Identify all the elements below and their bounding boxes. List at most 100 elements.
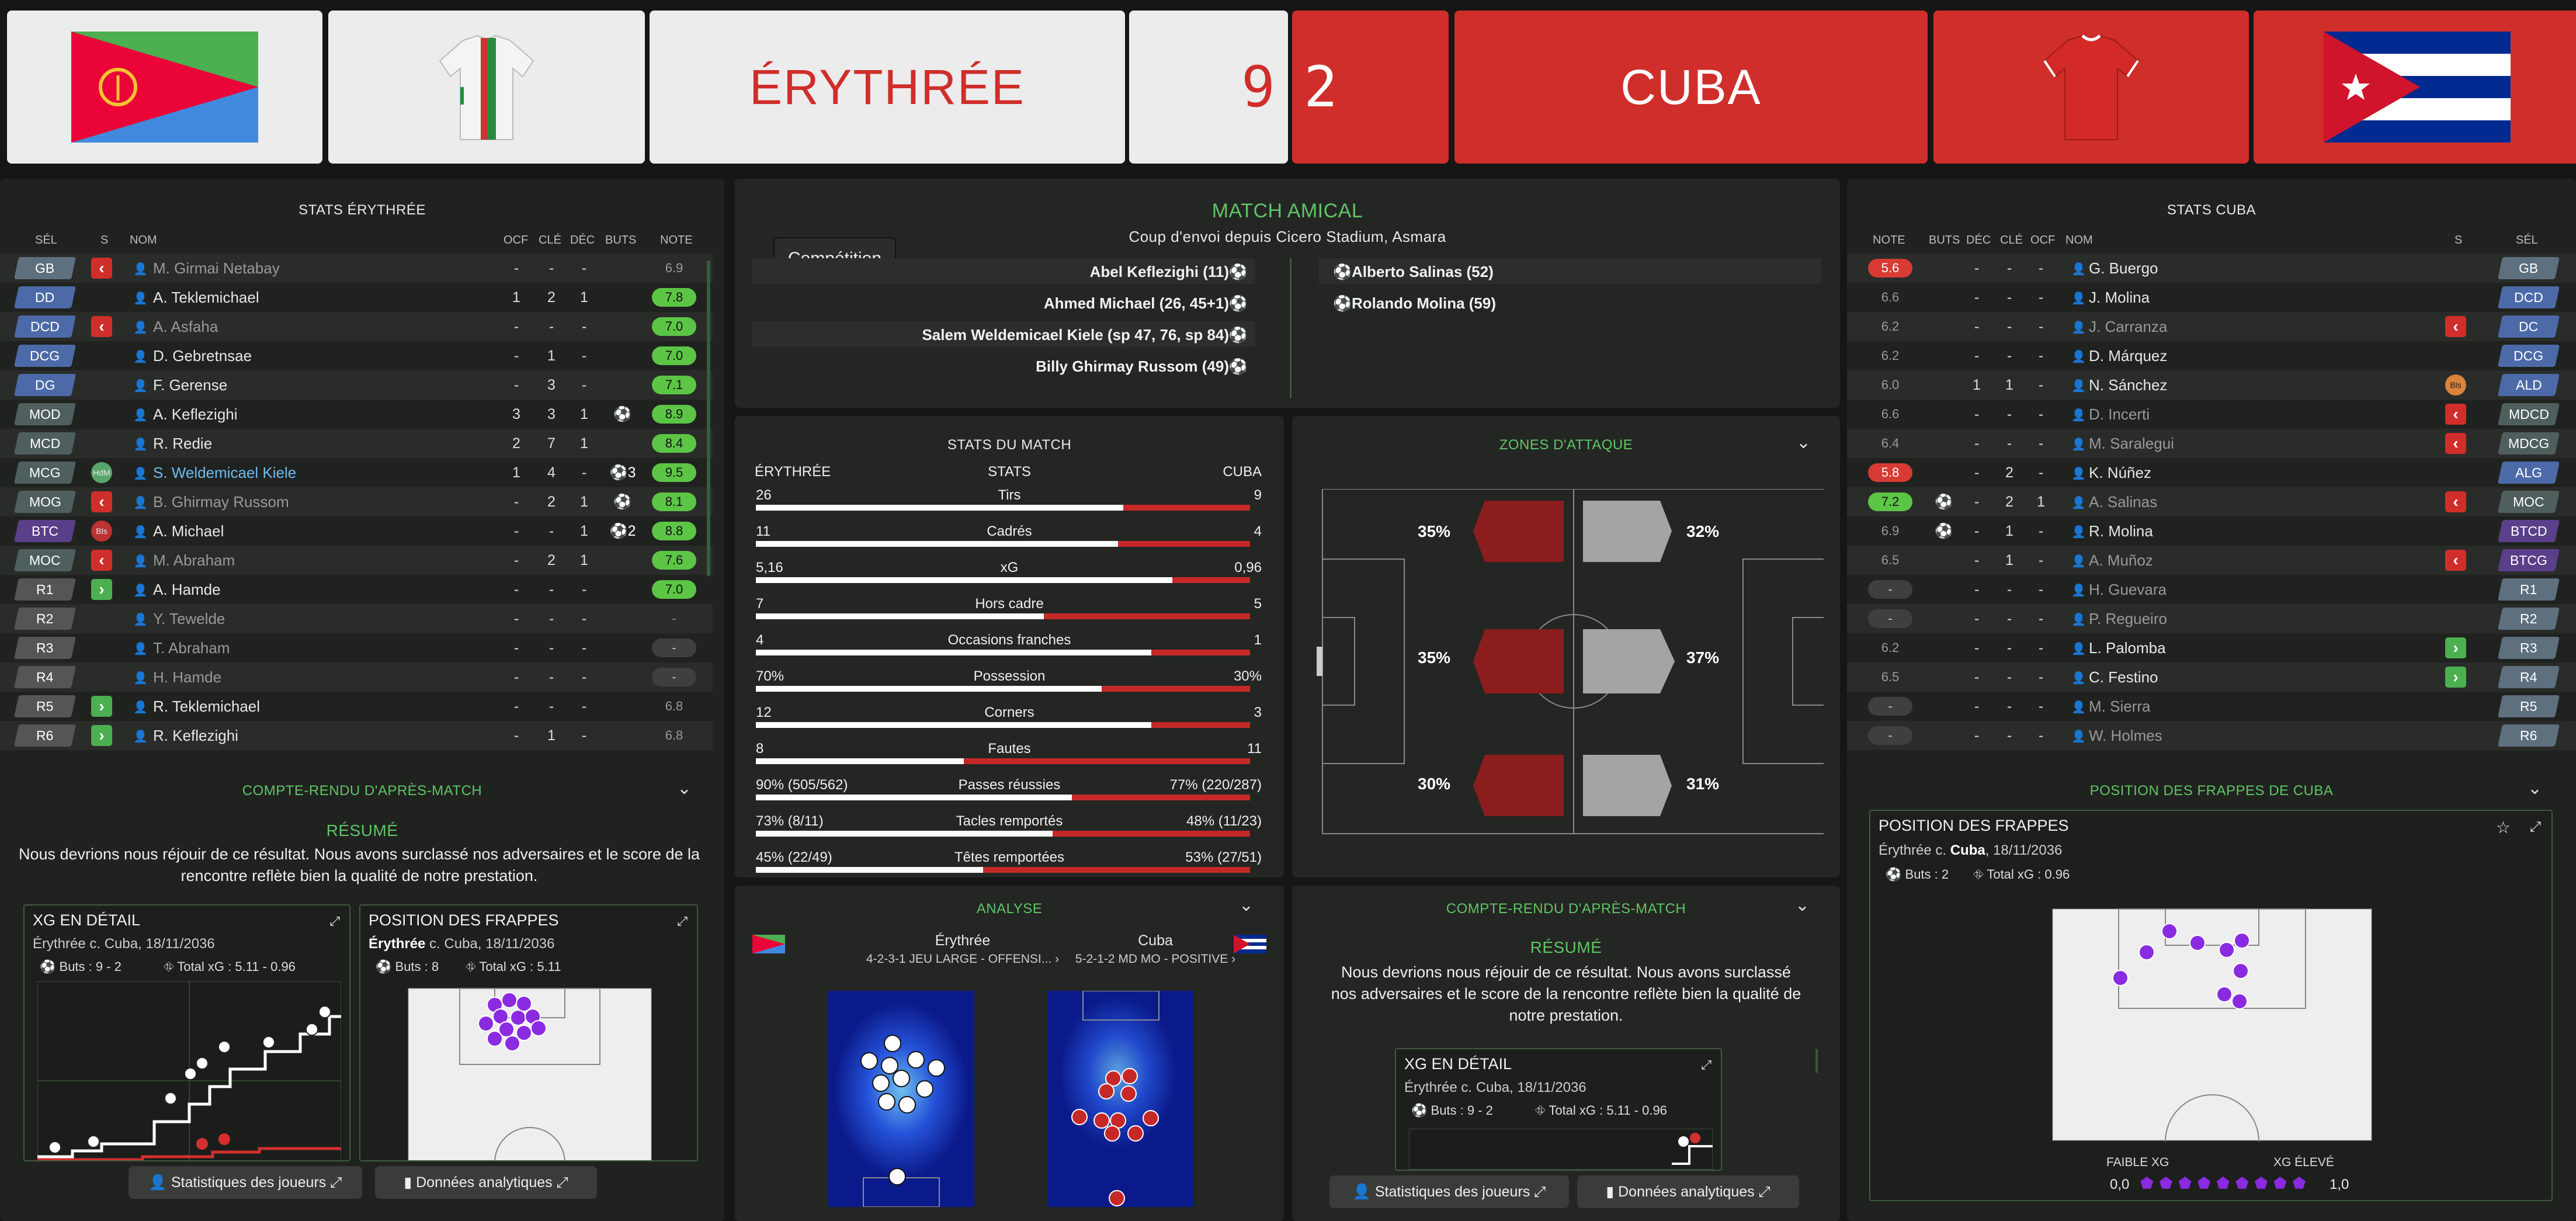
col-ocf[interactable]: OCF (504, 234, 529, 247)
center-xg-card[interactable]: XG EN DÉTAIL ⤢ Érythrée c. Cuba, 18/11/2… (1395, 1048, 1722, 1171)
player-name[interactable]: N. Sánchez (2089, 376, 2168, 394)
col-sel[interactable]: SÉL (35, 234, 57, 247)
player-name[interactable]: H. Guevara (2089, 581, 2167, 598)
table-row[interactable]: R2 👤 Y. Tewelde - - - - (0, 604, 713, 633)
scrollbar[interactable] (1815, 1049, 1818, 1073)
player-name[interactable]: Y. Tewelde (153, 610, 225, 627)
table-row[interactable]: DCG 👤 D. Gebretnsae - 1 - 7.0 (0, 341, 713, 370)
player-name[interactable]: J. Carranza (2089, 318, 2168, 335)
col-note[interactable]: NOTE (660, 234, 693, 247)
player-stats-button[interactable]: 👤 Statistiques des joueurs ⤢ (1329, 1175, 1569, 1208)
col-buts[interactable]: BUTS (605, 234, 637, 247)
player-name[interactable]: D. Gebretnsae (153, 347, 252, 365)
table-row[interactable]: DD 👤 A. Teklemichael 1 2 1 7.8 (0, 283, 713, 312)
table-row[interactable]: 6.6 - - - 👤 D. Incerti ‹ MDCD (1847, 400, 2576, 429)
col-name[interactable]: NOM (130, 234, 157, 247)
table-row[interactable]: BTC Bls 👤 A. Michael - - 1 ⚽2 8.8 (0, 516, 713, 546)
col-name[interactable]: NOM (2065, 234, 2093, 247)
table-row[interactable]: 6.2 - - - 👤 J. Carranza ‹ DC (1847, 312, 2576, 341)
player-stats-button[interactable]: 👤 Statistiques des joueurs ⤢ (129, 1166, 362, 1199)
player-name[interactable]: R. Keflezighi (153, 727, 238, 744)
chevron-down-icon[interactable]: ⌄ (1794, 896, 1810, 915)
player-name[interactable]: C. Festino (2089, 668, 2158, 686)
col-s[interactable]: S (2455, 234, 2463, 247)
star-icon[interactable]: ☆ (2495, 818, 2511, 837)
player-name[interactable]: L. Palomba (2089, 639, 2166, 657)
col-ocf[interactable]: OCF (2030, 234, 2056, 247)
player-name[interactable]: H. Hamde (153, 668, 222, 686)
col-sel[interactable]: SÉL (2516, 234, 2538, 247)
table-row[interactable]: 7.2 ⚽ - 2 1 👤 A. Salinas ‹ MOC (1847, 487, 2576, 516)
player-name[interactable]: A. Keflezighi (153, 405, 238, 423)
table-row[interactable]: 6.4 - - - 👤 M. Saralegui ‹ MDCG (1847, 429, 2576, 458)
chevron-down-icon[interactable]: ⌄ (2527, 779, 2542, 798)
table-row[interactable]: R3 👤 T. Abraham - - - - (0, 633, 713, 662)
table-row[interactable]: MCG HdM 👤 S. Weldemicael Kiele 1 4 - ⚽3 9.5 (0, 458, 713, 487)
player-name[interactable]: J. Molina (2089, 289, 2150, 306)
cuba-shots-card[interactable]: POSITION DES FRAPPES ☆ ⤢ Érythrée c. Cub… (1869, 810, 2553, 1201)
expand-icon[interactable]: ⤢ (677, 914, 688, 928)
player-name[interactable]: M. Saralegui (2089, 435, 2174, 452)
table-row[interactable]: DCD ‹ 👤 A. Asfaha - - - 7.0 (0, 312, 713, 341)
away-tactic-link[interactable]: 5-2-1-2 MD MO - POSITIVE › (1075, 952, 1236, 966)
player-name[interactable]: R. Teklemichael (153, 698, 261, 715)
player-name[interactable]: R. Molina (2089, 522, 2153, 540)
chevron-down-icon[interactable]: ⌄ (676, 779, 692, 798)
player-name[interactable]: F. Gerense (153, 376, 228, 394)
table-row[interactable]: 6.0 1 1 - 👤 N. Sánchez Bls ALD (1847, 370, 2576, 400)
player-name[interactable]: D. Márquez (2089, 347, 2168, 365)
col-cle[interactable]: CLÉ (2000, 234, 2023, 247)
col-note[interactable]: NOTE (1873, 234, 1905, 247)
analytics-button[interactable]: ▮ Données analytiques ⤢ (375, 1166, 597, 1199)
table-row[interactable]: MOD 👤 A. Keflezighi 3 3 1 ⚽ 8.9 (0, 400, 713, 429)
table-row[interactable]: MOC ‹ 👤 M. Abraham - 2 1 7.6 (0, 546, 713, 575)
col-dec[interactable]: DÉC (570, 234, 595, 247)
table-row[interactable]: R6 › 👤 R. Keflezighi - 1 - 6.8 (0, 721, 713, 750)
player-name[interactable]: P. Regueiro (2089, 610, 2167, 627)
table-row[interactable]: 5.8 - 2 - 👤 K. Núñez ALG (1847, 458, 2576, 487)
player-name[interactable]: T. Abraham (153, 639, 230, 657)
player-name[interactable]: W. Holmes (2089, 727, 2162, 744)
player-name[interactable]: A. Muñoz (2089, 551, 2153, 569)
col-dec[interactable]: DÉC (1966, 234, 1991, 247)
table-row[interactable]: MOG ‹ 👤 B. Ghirmay Russom - 2 1 ⚽ 8.1 (0, 487, 713, 516)
player-name[interactable]: D. Incerti (2089, 405, 2150, 423)
expand-icon[interactable]: ⤢ (1701, 1057, 1711, 1072)
player-name[interactable]: A. Hamde (153, 581, 221, 598)
player-name[interactable]: S. Weldemicael Kiele (153, 464, 297, 481)
player-name[interactable]: M. Girmai Netabay (153, 259, 280, 277)
player-name[interactable]: K. Núñez (2089, 464, 2151, 481)
player-name[interactable]: A. Teklemichael (153, 289, 259, 306)
expand-icon[interactable]: ⤢ (2529, 819, 2541, 835)
col-buts[interactable]: BUTS (1929, 234, 1960, 247)
scrollbar[interactable] (707, 261, 710, 576)
player-name[interactable]: A. Asfaha (153, 318, 218, 335)
xg-detail-card[interactable]: XG EN DÉTAIL ⤢ Érythrée c. Cuba, 18/11/2… (23, 904, 350, 1161)
analytics-button[interactable]: ▮ Données analytiques ⤢ (1577, 1175, 1799, 1208)
table-row[interactable]: - - - - 👤 H. Guevara R1 (1847, 575, 2576, 604)
col-s[interactable]: S (100, 234, 109, 247)
table-row[interactable]: - - - - 👤 M. Sierra R5 (1847, 692, 2576, 721)
table-row[interactable]: - - - - 👤 W. Holmes R6 (1847, 721, 2576, 750)
table-row[interactable]: R5 › 👤 R. Teklemichael - - - 6.8 (0, 692, 713, 721)
chevron-down-icon[interactable]: ⌄ (1238, 896, 1254, 915)
table-row[interactable]: - - - - 👤 P. Regueiro R2 (1847, 604, 2576, 633)
col-cle[interactable]: CLÉ (539, 234, 561, 247)
table-row[interactable]: 5.6 - - - 👤 G. Buergo GB (1847, 254, 2576, 283)
table-row[interactable]: 6.9 ⚽ - 1 - 👤 R. Molina BTCD (1847, 516, 2576, 546)
table-row[interactable]: GB ‹ 👤 M. Girmai Netabay - - - 6.9 (0, 254, 713, 283)
table-row[interactable]: DG 👤 F. Gerense - 3 - 7.1 (0, 370, 713, 400)
table-row[interactable]: 6.2 - - - 👤 L. Palomba › R3 (1847, 633, 2576, 662)
table-row[interactable]: 6.5 - - - 👤 C. Festino › R4 (1847, 662, 2576, 692)
shot-positions-card[interactable]: POSITION DES FRAPPES ⤢ Érythrée c. Cuba,… (359, 904, 698, 1161)
table-row[interactable]: R1 › 👤 A. Hamde - - - 7.0 (0, 575, 713, 604)
player-name[interactable]: A. Michael (153, 522, 224, 540)
expand-icon[interactable]: ⤢ (329, 914, 340, 928)
table-row[interactable]: MCD 👤 R. Redie 2 7 1 8.4 (0, 429, 713, 458)
player-name[interactable]: B. Ghirmay Russom (153, 493, 289, 511)
table-row[interactable]: 6.2 - - - 👤 D. Márquez DCG (1847, 341, 2576, 370)
player-name[interactable]: R. Redie (153, 435, 213, 452)
chevron-down-icon[interactable]: ⌄ (1796, 433, 1811, 452)
table-row[interactable]: 6.5 - 1 - 👤 A. Muñoz ‹ BTCG (1847, 546, 2576, 575)
player-name[interactable]: G. Buergo (2089, 259, 2158, 277)
